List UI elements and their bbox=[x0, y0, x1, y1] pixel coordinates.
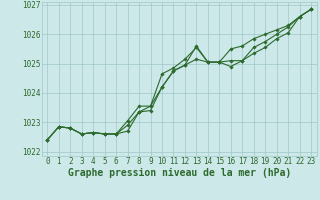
X-axis label: Graphe pression niveau de la mer (hPa): Graphe pression niveau de la mer (hPa) bbox=[68, 168, 291, 178]
